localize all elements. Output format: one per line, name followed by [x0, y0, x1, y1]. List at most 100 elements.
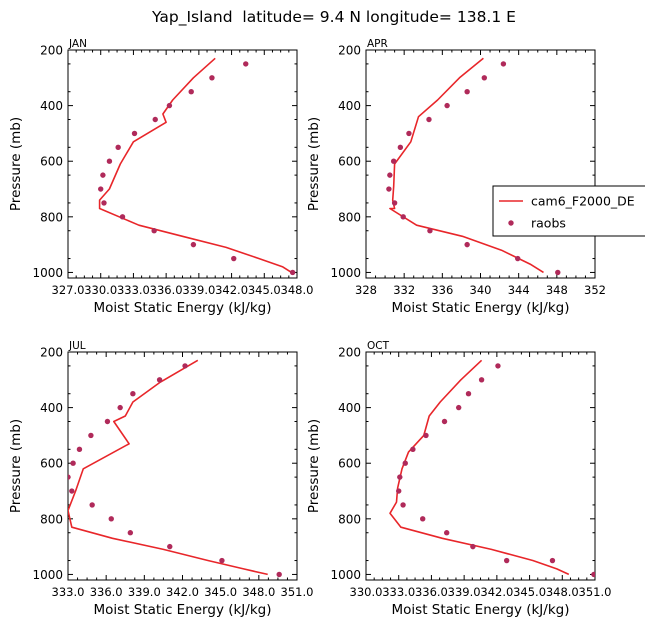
x-axis-label: Moist Static Energy (kJ/kg)	[392, 602, 570, 618]
x-tick-label: 336.0	[150, 283, 183, 297]
raob-point	[464, 241, 470, 248]
panel-title: JAN	[68, 38, 87, 50]
x-tick-label: 333.0	[382, 585, 415, 599]
x-tick-label: 328	[355, 283, 377, 297]
raob-point	[115, 144, 121, 151]
raob-point	[76, 446, 83, 453]
raob-point	[515, 255, 521, 262]
y-tick-label: 1000	[32, 568, 63, 582]
x-axis-label: Moist Static Energy (kJ/kg)	[94, 300, 272, 316]
raob-point	[289, 269, 296, 276]
raob-point	[400, 214, 406, 220]
raob-point	[89, 502, 95, 508]
raob-point	[481, 75, 488, 81]
legend-label-model: cam6_F2000_DE	[531, 194, 635, 209]
raob-point	[470, 543, 476, 550]
x-tick-label: 348	[546, 283, 568, 297]
y-tick-label: 1000	[330, 266, 361, 280]
x-tick-label: 348.0	[242, 585, 275, 599]
x-tick-label: 342.0	[166, 585, 199, 599]
raob-point	[443, 530, 450, 536]
raob-point	[188, 89, 194, 95]
y-tick-label: 800	[40, 210, 63, 224]
plot-frame	[67, 49, 298, 279]
x-tick-label: 333.0	[117, 283, 150, 297]
legend-label-obs: raobs	[531, 216, 566, 231]
plot-area	[68, 359, 282, 578]
raob-point	[396, 488, 402, 494]
raob-point	[190, 241, 197, 248]
x-tick-label: 345.0	[248, 283, 281, 297]
y-tick-label: 400	[40, 99, 63, 113]
x-axis-label: Moist Static Energy (kJ/kg)	[94, 602, 272, 618]
y-tick-label: 800	[40, 512, 63, 526]
raob-point	[104, 418, 111, 425]
x-tick-label: 336.0	[415, 585, 448, 599]
panel-jan: JAN 327.0 330.0 333.0 336.0 339.0 342.0 345.0 34…	[8, 38, 313, 316]
raob-point	[410, 446, 416, 453]
y-tick-label: 400	[338, 401, 361, 415]
raob-point	[402, 460, 408, 466]
x-tick-label: 339.0	[128, 585, 161, 599]
model-line	[389, 359, 570, 576]
x-tick-label: 336	[431, 283, 453, 297]
x-tick-label: 351.0	[281, 585, 314, 599]
raob-point	[400, 502, 406, 508]
raob-point	[70, 460, 76, 466]
x-tick-label: 327.0	[52, 283, 85, 297]
y-tick-label: 200	[338, 346, 361, 360]
panel-title: JUL	[68, 340, 86, 352]
raob-point	[549, 557, 556, 564]
x-tick-label: 330.0	[84, 283, 117, 297]
raob-point	[127, 530, 134, 536]
raob-point	[406, 130, 412, 137]
raob-point	[98, 186, 104, 192]
plot-area	[386, 57, 561, 276]
y-tick-label: 1000	[32, 266, 63, 280]
raob-point	[182, 363, 188, 369]
x-tick-label: 336.0	[90, 585, 123, 599]
x-tick-label: 352	[584, 283, 606, 297]
model-line	[389, 57, 544, 274]
y-axis-label: Pressure (mb)	[8, 117, 24, 211]
plot-frame	[365, 49, 596, 279]
raob-point	[591, 571, 595, 578]
plot-area	[389, 359, 595, 578]
y-axis-label: Pressure (mb)	[306, 419, 322, 513]
raob-point	[131, 130, 138, 137]
panel-apr: APR 328 332 336 340 344 348 352 200 400 600 800 1000…	[306, 38, 645, 316]
raob-point	[231, 255, 237, 262]
raob-point	[397, 144, 404, 151]
raob-point	[69, 488, 75, 494]
raob-point	[276, 571, 282, 578]
raob-point	[441, 418, 448, 425]
y-tick-label: 600	[338, 457, 361, 471]
x-tick-label: 340	[470, 283, 492, 297]
raob-point	[117, 404, 123, 411]
raob-point	[423, 432, 429, 439]
y-tick-label: 600	[40, 155, 63, 169]
x-axis-label: Moist Static Energy (kJ/kg)	[392, 300, 570, 316]
raob-point	[386, 186, 392, 192]
panel-oct: OCT 330.0 333.0 336.0 339.0 342.0 345.0 348.0 35…	[306, 340, 611, 618]
plot-area	[98, 57, 296, 276]
y-tick-label: 200	[40, 346, 63, 360]
x-tick-label: 330.0	[350, 585, 383, 599]
raob-point	[387, 172, 393, 178]
legend-box	[492, 185, 645, 237]
x-tick-label: 342.0	[215, 283, 248, 297]
raob-point	[478, 377, 485, 383]
y-tick-label: 600	[338, 155, 361, 169]
x-tick-label: 339.0	[448, 585, 481, 599]
plot-frame	[365, 351, 596, 581]
panel-title: OCT	[367, 340, 390, 352]
y-tick-label: 600	[40, 457, 63, 471]
raob-point	[108, 516, 114, 522]
raob-point	[152, 116, 158, 123]
y-tick-label: 400	[338, 99, 361, 113]
raob-point	[465, 391, 472, 397]
raob-point	[106, 158, 113, 164]
raob-point	[503, 557, 510, 564]
raob-point	[555, 269, 561, 276]
